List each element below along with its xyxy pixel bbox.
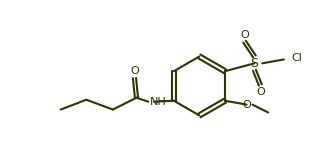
Text: O: O — [130, 66, 139, 76]
Text: O: O — [240, 30, 249, 40]
Text: Cl: Cl — [292, 53, 303, 63]
Text: O: O — [256, 87, 265, 97]
Text: NH: NH — [150, 97, 167, 107]
Text: S: S — [250, 57, 259, 70]
Text: O: O — [242, 100, 251, 110]
